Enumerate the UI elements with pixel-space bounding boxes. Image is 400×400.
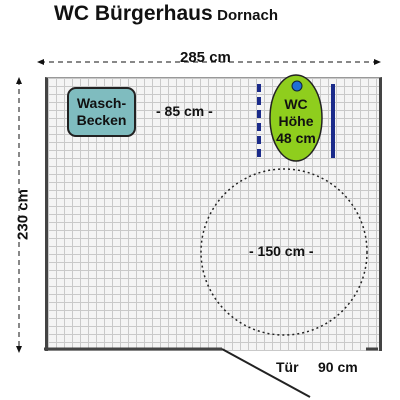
turning-circle bbox=[200, 168, 368, 336]
toilet-label-line1: WC bbox=[284, 96, 308, 112]
turning-circle-label: - 150 cm - bbox=[249, 243, 314, 259]
toilet-label-line2: Höhe bbox=[278, 113, 314, 129]
door-leaf bbox=[221, 348, 311, 398]
toilet-label: WC Höhe 48 cm bbox=[270, 96, 322, 147]
toilet-label-line3: 48 cm bbox=[276, 130, 316, 146]
title-main: WC Bürgerhaus bbox=[54, 2, 213, 25]
door-width-label: 90 cm bbox=[318, 359, 358, 375]
flush-button bbox=[291, 80, 303, 92]
sink-label-line2: Becken bbox=[76, 112, 127, 128]
washbasin: Wasch- Becken bbox=[67, 87, 136, 137]
title-place: Dornach bbox=[217, 7, 278, 24]
door-label: Tür bbox=[276, 359, 299, 375]
page-title: WC Bürgerhaus Dornach bbox=[54, 2, 278, 26]
distance-label: - 85 cm - bbox=[156, 103, 213, 119]
toilet-bowl bbox=[269, 74, 323, 162]
sink-label-line1: Wasch- bbox=[76, 95, 127, 111]
